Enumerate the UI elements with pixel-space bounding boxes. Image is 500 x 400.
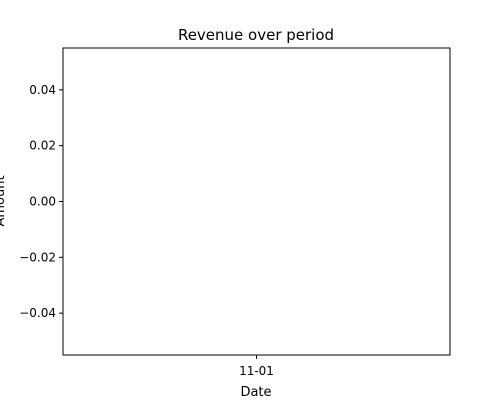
y-tick-label: 0.00 (29, 195, 56, 209)
chart-title: Revenue over period (178, 26, 334, 44)
y-axis: 0.04 0.02 0.00 −0.02 −0.04 (19, 83, 63, 320)
y-tick-label: 0.04 (29, 83, 56, 97)
x-tick-label: 11-01 (239, 364, 274, 378)
x-axis: 11-01 (239, 355, 274, 378)
y-tick-label: 0.02 (29, 139, 56, 153)
plot-area-frame (62, 47, 451, 356)
y-tick-label: −0.02 (19, 250, 56, 264)
y-tick-label: −0.04 (19, 306, 56, 320)
y-axis-title: Amount (0, 175, 8, 226)
x-axis-title: Date (240, 385, 271, 400)
